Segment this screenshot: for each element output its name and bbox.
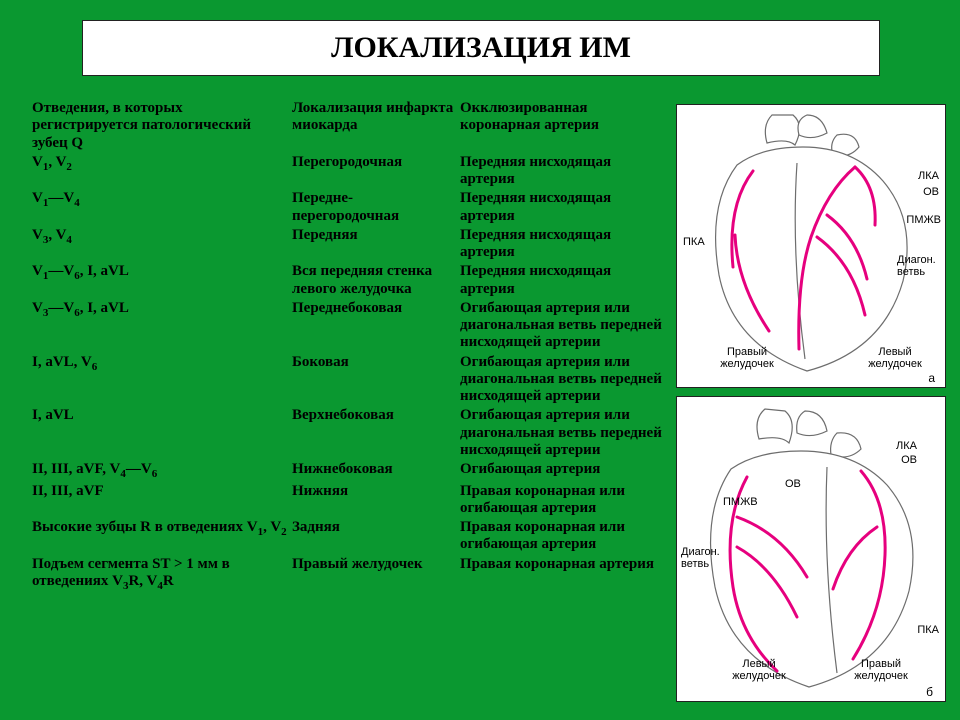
table-row: Высокие зубцы R в отведениях V1, V2Задня…	[32, 519, 672, 556]
cell-leads: Подъем сегмента ST > 1 мм в отведениях V…	[32, 556, 292, 595]
cell-leads: V1—V4	[32, 190, 292, 227]
cell-artery: Правая коронарная или огибающая артерия	[460, 519, 672, 556]
page-title: ЛОКАЛИЗАЦИЯ ИМ	[82, 20, 880, 76]
cell-localization: Переднебоковая	[292, 300, 460, 354]
cell-artery: Передняя нисходящая артерия	[460, 263, 672, 300]
cell-artery: Передняя нисходящая артерия	[460, 190, 672, 227]
cell-localization: Боковая	[292, 354, 460, 408]
cell-leads: I, aVL, V6	[32, 354, 292, 408]
cell-artery: Передняя нисходящая артерия	[460, 154, 672, 191]
table-row: V1—V6, I, aVLВся передняя стенка левого …	[32, 263, 672, 300]
cell-artery: Огибающая артерия	[460, 461, 672, 483]
cell-leads: Высокие зубцы R в отведениях V1, V2	[32, 519, 292, 556]
cell-localization: Передне-перегородочная	[292, 190, 460, 227]
cell-localization: Задняя	[292, 519, 460, 556]
cell-artery: Правая коронарная или огибающая артерия	[460, 483, 672, 520]
label-lka-b: ЛКА	[896, 441, 917, 453]
label-ov-side: ОВ	[785, 479, 801, 491]
header-artery: Окклюзированная коронарная артерия	[460, 100, 672, 154]
label-lka: ЛКА	[918, 171, 939, 183]
cell-artery: Передняя нисходящая артерия	[460, 227, 672, 264]
label-pmzhv-b: ПМЖВ	[723, 497, 758, 509]
table-row: I, aVLВерхнебоковаяОгибающая артерия или…	[32, 407, 672, 461]
cell-localization: Передняя	[292, 227, 460, 264]
diagram-tag-b: б	[926, 685, 933, 699]
table-row: II, III, aVFНижняяПравая коронарная или …	[32, 483, 672, 520]
cell-artery: Правая коронарная артерия	[460, 556, 672, 595]
cell-leads: V3—V6, I, aVL	[32, 300, 292, 354]
cell-localization: Нижнебоковая	[292, 461, 460, 483]
label-left-ventricle: Левый желудочек	[865, 347, 925, 370]
label-left-ventricle-b: Левый желудочек	[729, 659, 789, 682]
cell-localization: Перегородочная	[292, 154, 460, 191]
table-row: V3, V4ПередняяПередняя нисходящая артери…	[32, 227, 672, 264]
cell-localization: Вся передняя стенка левого желудочка	[292, 263, 460, 300]
heart-diagram-anterior: ЛКА ОВ ПМЖВ Диагон. ветвь ПКА Правый жел…	[676, 104, 946, 388]
label-pmzhv: ПМЖВ	[906, 215, 941, 227]
label-right-ventricle-b: Правый желудочек	[851, 659, 911, 682]
header-leads: Отведения, в которых регистрируется пато…	[32, 100, 292, 154]
cell-artery: Огибающая артерия или диагональная ветвь…	[460, 354, 672, 408]
cell-leads: V1, V2	[32, 154, 292, 191]
diagram-tag-a: а	[928, 371, 935, 385]
label-pka-b: ПКА	[917, 625, 939, 637]
label-ov-top: ОВ	[901, 455, 917, 467]
cell-artery: Огибающая артерия или диагональная ветвь…	[460, 300, 672, 354]
table-row: V1, V2ПерегородочнаяПередняя нисходящая …	[32, 154, 672, 191]
cell-leads: V1—V6, I, aVL	[32, 263, 292, 300]
table-row: V1—V4Передне-перегородочнаяПередняя нисх…	[32, 190, 672, 227]
label-diag-b: Диагон. ветвь	[681, 547, 727, 570]
label-right-ventricle: Правый желудочек	[717, 347, 777, 370]
label-pka: ПКА	[683, 237, 705, 249]
cell-leads: I, aVL	[32, 407, 292, 461]
table-header-row: Отведения, в которых регистрируется пато…	[32, 100, 672, 154]
cell-localization: Нижняя	[292, 483, 460, 520]
label-ov: ОВ	[923, 187, 939, 199]
cell-localization: Верхнебоковая	[292, 407, 460, 461]
label-diag: Диагон. ветвь	[897, 255, 943, 278]
table-row: II, III, aVF, V4—V6НижнебоковаяОгибающая…	[32, 461, 672, 483]
localization-table: Отведения, в которых регистрируется пато…	[32, 100, 672, 595]
header-localization: Локализация инфаркта миокарда	[292, 100, 460, 154]
cell-localization: Правый желудочек	[292, 556, 460, 595]
table-row: Подъем сегмента ST > 1 мм в отведениях V…	[32, 556, 672, 595]
cell-leads: V3, V4	[32, 227, 292, 264]
table-row: V3—V6, I, aVLПереднебоковаяОгибающая арт…	[32, 300, 672, 354]
table-row: I, aVL, V6БоковаяОгибающая артерия или д…	[32, 354, 672, 408]
cell-artery: Огибающая артерия или диагональная ветвь…	[460, 407, 672, 461]
cell-leads: II, III, aVF	[32, 483, 292, 520]
heart-diagram-posterior: ЛКА ОВ ОВ ПМЖВ Диагон. ветвь ПКА Левый ж…	[676, 396, 946, 702]
cell-leads: II, III, aVF, V4—V6	[32, 461, 292, 483]
